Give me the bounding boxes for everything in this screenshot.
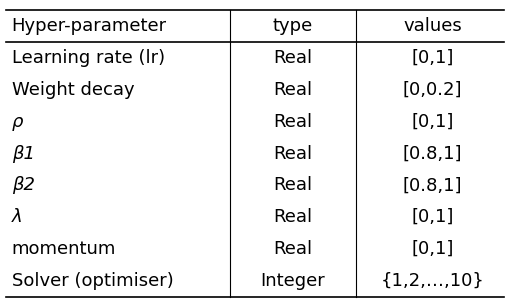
Text: [0.8,1]: [0.8,1] [402,176,461,194]
Text: λ: λ [12,208,22,226]
Text: Real: Real [273,240,312,258]
Text: Real: Real [273,144,312,163]
Text: Real: Real [273,176,312,194]
Text: β1: β1 [12,144,35,163]
Text: {1,2,…,10}: {1,2,…,10} [380,272,484,290]
Text: Hyper-parameter: Hyper-parameter [12,17,166,35]
Text: [0,1]: [0,1] [411,49,453,67]
Text: Real: Real [273,49,312,67]
Text: Solver (optimiser): Solver (optimiser) [12,272,173,290]
Text: Learning rate (lr): Learning rate (lr) [12,49,164,67]
Text: ρ: ρ [12,113,23,131]
Text: Real: Real [273,113,312,131]
Text: Weight decay: Weight decay [12,81,134,99]
Text: Integer: Integer [260,272,325,290]
Text: [0,1]: [0,1] [411,113,453,131]
Text: [0,1]: [0,1] [411,208,453,226]
Text: type: type [272,17,313,35]
Text: β2: β2 [12,176,35,194]
Text: Real: Real [273,208,312,226]
Text: [0,1]: [0,1] [411,240,453,258]
Text: momentum: momentum [12,240,116,258]
Text: [0,0.2]: [0,0.2] [402,81,461,99]
Text: Real: Real [273,81,312,99]
Text: values: values [402,17,461,35]
Text: [0.8,1]: [0.8,1] [402,144,461,163]
